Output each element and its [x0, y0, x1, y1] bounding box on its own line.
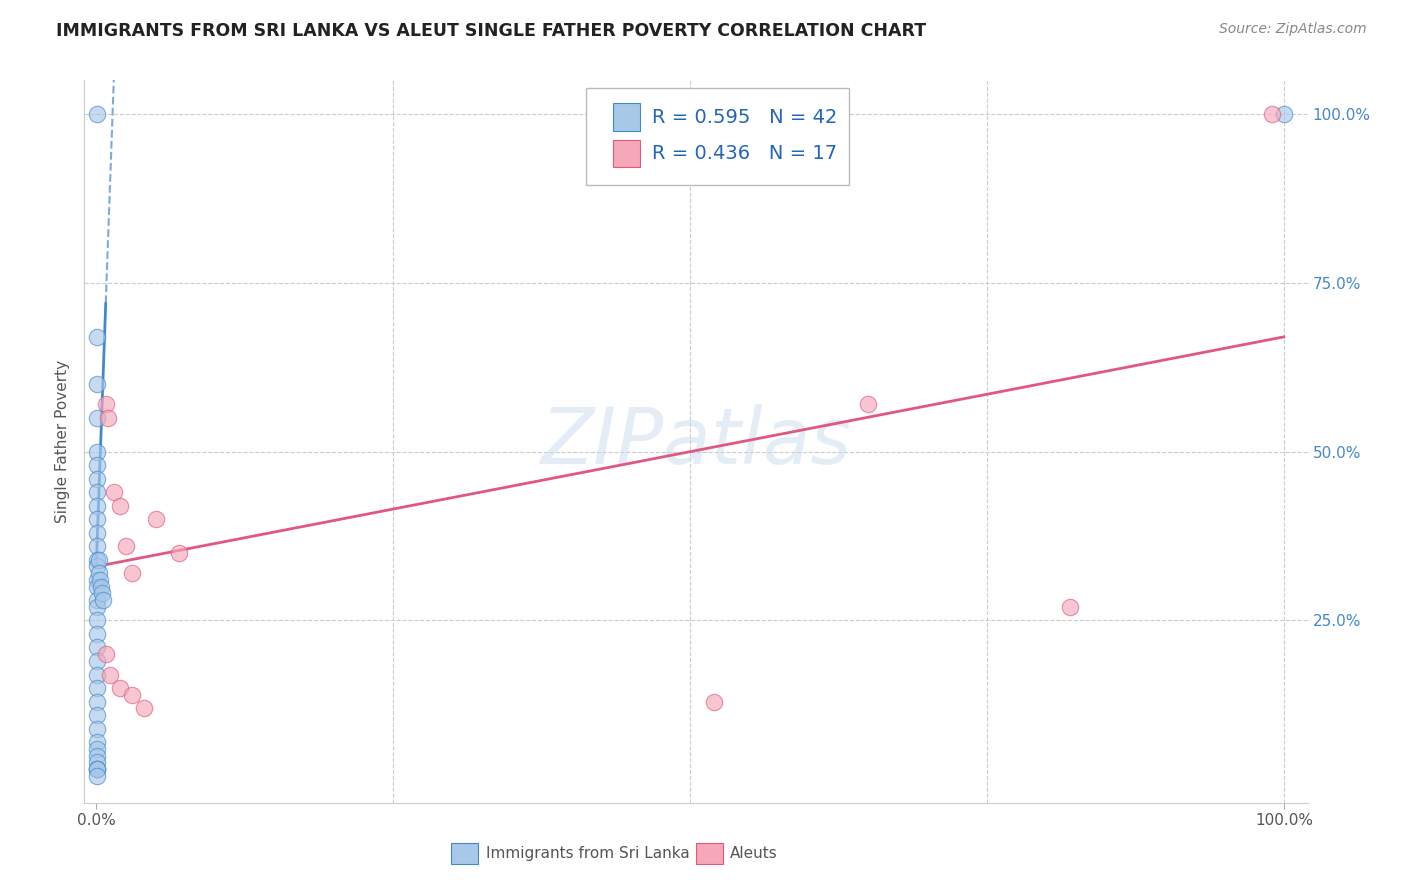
Point	[1261, 107, 1284, 121]
Point	[87, 566, 110, 581]
Point	[86, 735, 108, 749]
Bar	[613, 139, 640, 167]
Point	[86, 762, 108, 776]
Point	[86, 552, 108, 566]
Point	[108, 681, 131, 695]
Point	[94, 647, 117, 661]
Point	[115, 539, 138, 553]
Bar	[696, 843, 723, 864]
Point	[86, 756, 108, 770]
Point	[100, 667, 122, 681]
Point	[121, 566, 143, 581]
Point	[86, 525, 108, 540]
Point	[86, 330, 108, 344]
Point	[169, 546, 191, 560]
Point	[86, 627, 108, 641]
Text: R = 0.595   N = 42: R = 0.595 N = 42	[652, 108, 838, 127]
Point	[90, 580, 112, 594]
Point	[86, 485, 108, 500]
Point	[86, 512, 108, 526]
Point	[94, 397, 117, 411]
Point	[86, 559, 108, 574]
Bar	[613, 103, 640, 131]
Point	[86, 539, 108, 553]
Point	[86, 681, 108, 695]
Point	[86, 377, 108, 392]
Text: R = 0.436   N = 17: R = 0.436 N = 17	[652, 144, 837, 162]
Point	[1272, 107, 1295, 121]
Point	[86, 741, 108, 756]
Point	[132, 701, 155, 715]
Point	[89, 573, 111, 587]
Text: IMMIGRANTS FROM SRI LANKA VS ALEUT SINGLE FATHER POVERTY CORRELATION CHART: IMMIGRANTS FROM SRI LANKA VS ALEUT SINGL…	[56, 22, 927, 40]
Point	[121, 688, 143, 702]
Point	[86, 411, 108, 425]
Point	[86, 708, 108, 723]
Point	[1059, 599, 1081, 614]
Text: Source: ZipAtlas.com: Source: ZipAtlas.com	[1219, 22, 1367, 37]
Point	[145, 512, 167, 526]
FancyBboxPatch shape	[586, 87, 849, 185]
Point	[87, 552, 110, 566]
Point	[86, 472, 108, 486]
Point	[86, 748, 108, 763]
Text: Immigrants from Sri Lanka: Immigrants from Sri Lanka	[485, 846, 689, 861]
Point	[86, 640, 108, 655]
Point	[86, 694, 108, 708]
Point	[103, 485, 125, 500]
Point	[703, 694, 725, 708]
Text: Aleuts: Aleuts	[730, 846, 778, 861]
Point	[86, 722, 108, 736]
Point	[86, 599, 108, 614]
Point	[86, 762, 108, 776]
Point	[86, 654, 108, 668]
Y-axis label: Single Father Poverty: Single Father Poverty	[55, 360, 70, 523]
Point	[86, 580, 108, 594]
Point	[91, 586, 114, 600]
Point	[86, 107, 108, 121]
Point	[86, 769, 108, 783]
Point	[108, 499, 131, 513]
Point	[86, 614, 108, 628]
Point	[856, 397, 879, 411]
Point	[86, 593, 108, 607]
Point	[86, 762, 108, 776]
Point	[86, 444, 108, 458]
Point	[93, 593, 115, 607]
Point	[86, 667, 108, 681]
Bar	[451, 843, 478, 864]
Point	[86, 458, 108, 472]
Text: ZIPatlas: ZIPatlas	[540, 403, 852, 480]
Point	[86, 573, 108, 587]
Point	[97, 411, 120, 425]
Point	[86, 499, 108, 513]
